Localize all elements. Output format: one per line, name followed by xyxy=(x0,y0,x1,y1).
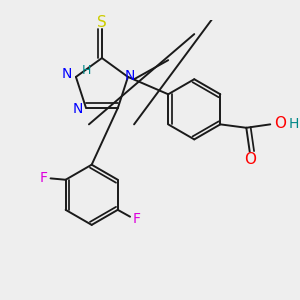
Text: H: H xyxy=(81,64,91,76)
Text: H: H xyxy=(289,117,299,131)
Text: O: O xyxy=(274,116,286,131)
Text: N: N xyxy=(124,69,134,82)
Text: N: N xyxy=(73,102,83,116)
Text: F: F xyxy=(40,171,48,185)
Text: N: N xyxy=(61,67,72,81)
Text: F: F xyxy=(133,212,141,226)
Text: S: S xyxy=(97,15,107,30)
Text: O: O xyxy=(244,152,256,167)
